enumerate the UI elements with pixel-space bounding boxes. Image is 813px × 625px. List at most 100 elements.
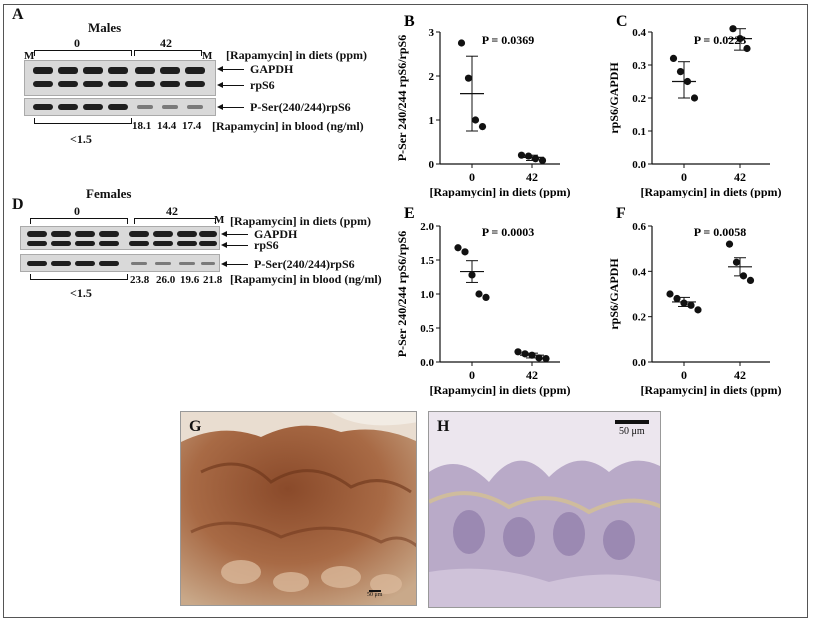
panel-d-label-diets: [Rapamycin] in diets (ppm) — [230, 214, 372, 228]
chart-b-point — [524, 152, 533, 160]
panel-a-blot-prps6 — [24, 98, 216, 116]
chart-e-pvalue: P = 0.0003 — [482, 225, 535, 239]
chart-b-xtick-label: 42 — [526, 170, 538, 184]
panel-d-label-gapdh: GAPDH — [254, 227, 298, 241]
chart-b-ylabel: P-Ser 240/244 rpS6/rpS6 — [395, 35, 409, 161]
chart-f-point — [694, 306, 702, 314]
chart-c-point — [729, 25, 737, 33]
figure-frame — [3, 4, 808, 618]
chart-f-point — [732, 258, 741, 266]
chart-f-ylabel: rpS6/GAPDH — [608, 258, 621, 330]
panel-g-scale-label: 50 μm — [367, 592, 383, 598]
panel-d-bracket-0 — [30, 218, 128, 224]
panel-d-title: Females — [86, 186, 132, 201]
chart-f-ytick-label: 0.0 — [632, 357, 646, 369]
chart-e-xlabel: [Rapamycin] in diets (ppm) — [429, 383, 570, 397]
panel-a-marker-right: M — [202, 50, 213, 62]
micrograph-h-image — [429, 412, 660, 607]
chart-e-ytick-label: 0.0 — [420, 357, 434, 369]
panel-d-label-rps6: rpS6 — [254, 238, 279, 252]
panel-d-blood-bracket — [30, 274, 128, 280]
panel-a-dose-42: 42 — [160, 36, 172, 50]
panel-a-bracket-0 — [34, 50, 132, 56]
chart-c-ylabel: rpS6/GAPDH — [608, 62, 621, 134]
chart-e-letter: E — [404, 205, 415, 222]
panel-a-label-rps6: rpS6 — [250, 78, 275, 92]
panel-a-blood-3: 17.4 — [182, 120, 202, 132]
panel-a-marker-left: M — [24, 50, 35, 62]
micrograph-g: G 50 μm — [180, 411, 417, 606]
chart-f-point — [687, 301, 695, 309]
panel-d-arrow-prps6 — [221, 261, 248, 267]
chart-b-xtick-label: 0 — [469, 170, 475, 184]
chart-c-pvalue: P = 0.0223 — [694, 33, 747, 47]
chart-e-point — [535, 354, 543, 362]
chart-e-point — [482, 293, 490, 301]
chart-f-xlabel: [Rapamycin] in diets (ppm) — [640, 383, 781, 397]
chart-e-xtick-label: 42 — [526, 368, 538, 382]
panel-d-blood-4: 21.8 — [203, 274, 223, 286]
chart-b-ytick-label: 3 — [429, 27, 435, 39]
chart-b-point — [538, 156, 547, 165]
chart-e-point — [521, 350, 529, 358]
panel-h-letter: H — [437, 418, 450, 435]
panel-d-blood-3: 19.6 — [180, 274, 200, 286]
chart-b-ytick-label: 0 — [429, 159, 435, 171]
chart-b-point — [464, 74, 473, 82]
panel-d-blood-2: 26.0 — [156, 274, 176, 286]
panel-d-blood-low: <1.5 — [70, 286, 92, 300]
chart-e-point — [461, 248, 469, 256]
panel-a-letter: A — [12, 6, 24, 23]
chart-c: 0.0 0.1 0.2 0.3 0.4 0 42 C P = 0.0223 [Rapamycin]… — [608, 13, 782, 198]
panel-a-label-blood: [Rapamycin] in blood (ng/ml) — [212, 119, 364, 133]
chart-e-xtick-label: 0 — [469, 368, 475, 382]
chart-e: 0.0 0.5 1.0 1.5 2.0 0 42 E P = 0.0003 [Rapamycin]… — [395, 205, 571, 397]
panel-d-bracket-42 — [134, 218, 216, 224]
chart-b-letter: B — [404, 13, 415, 30]
chart-e-point — [514, 348, 522, 356]
chart-b-ytick-label: 1 — [429, 115, 435, 127]
chart-e-ytick-label: 2.0 — [420, 221, 434, 233]
chart-c-point — [676, 68, 685, 76]
panel-a-label-diets: [Rapamycin] in diets (ppm) — [226, 48, 368, 62]
chart-f-pvalue: P = 0.0058 — [694, 225, 747, 239]
chart-b-xlabel: [Rapamycin] in diets (ppm) — [429, 185, 570, 198]
panel-a-arrow-rps6 — [217, 82, 244, 88]
panel-a-dose-0: 0 — [74, 36, 80, 50]
chart-f-point — [673, 294, 681, 303]
panel-a-blot-gapdh-rps6 — [24, 60, 216, 96]
chart-e-ytick-label: 1.0 — [420, 289, 434, 301]
panel-d-marker-right: M — [214, 214, 225, 226]
panel-a-blood-low: <1.5 — [70, 132, 92, 146]
chart-f-ytick-label: 0.6 — [632, 221, 646, 233]
chart-c-xlabel: [Rapamycin] in diets (ppm) — [640, 185, 781, 198]
chart-f-point — [746, 276, 755, 284]
chart-e-ytick-label: 1.5 — [420, 255, 434, 267]
panel-a-blood-bracket — [34, 118, 132, 124]
panel-a-arrow-prps6 — [217, 104, 244, 110]
chart-e-point — [542, 355, 550, 363]
chart-e-ytick-label: 0.5 — [420, 323, 434, 335]
chart-b-pvalue: P = 0.0369 — [482, 33, 535, 47]
chart-e-ylabel: P-Ser 240/244 rpS6/rpS6 — [395, 231, 409, 357]
chart-f-xtick-label: 42 — [734, 368, 746, 382]
chart-f-ytick-label: 0.2 — [632, 312, 646, 324]
chart-c-ytick-label: 0.3 — [632, 60, 646, 72]
panel-d-dose-0: 0 — [74, 204, 80, 218]
panel-h-scale-label: 50 μm — [619, 426, 645, 437]
panel-d-blood-1: 23.8 — [130, 274, 150, 286]
panel-a-label-prps6: P-Ser(240/244)rpS6 — [250, 100, 351, 114]
panel-d-label-blood: [Rapamycin] in blood (ng/ml) — [230, 272, 382, 286]
chart-f: 0.0 0.2 0.4 0.6 0 42 F P = 0.0058 [Rapamycin] in… — [608, 205, 782, 397]
panel-a-label-gapdh: GAPDH — [250, 62, 294, 76]
chart-c-letter: C — [616, 13, 628, 30]
chart-f-point — [666, 290, 674, 298]
chart-c-xtick-label: 42 — [734, 170, 746, 184]
chart-f-xtick-label: 0 — [681, 368, 687, 382]
chart-c-ytick-label: 0.4 — [632, 27, 646, 39]
chart-c-ytick-label: 0.1 — [632, 126, 646, 138]
chart-c-ytick-label: 0.2 — [632, 93, 646, 105]
panel-d-arrow-rps6 — [221, 242, 248, 248]
panel-a-bracket-42 — [134, 50, 202, 56]
chart-b-ytick-label: 2 — [429, 71, 435, 83]
